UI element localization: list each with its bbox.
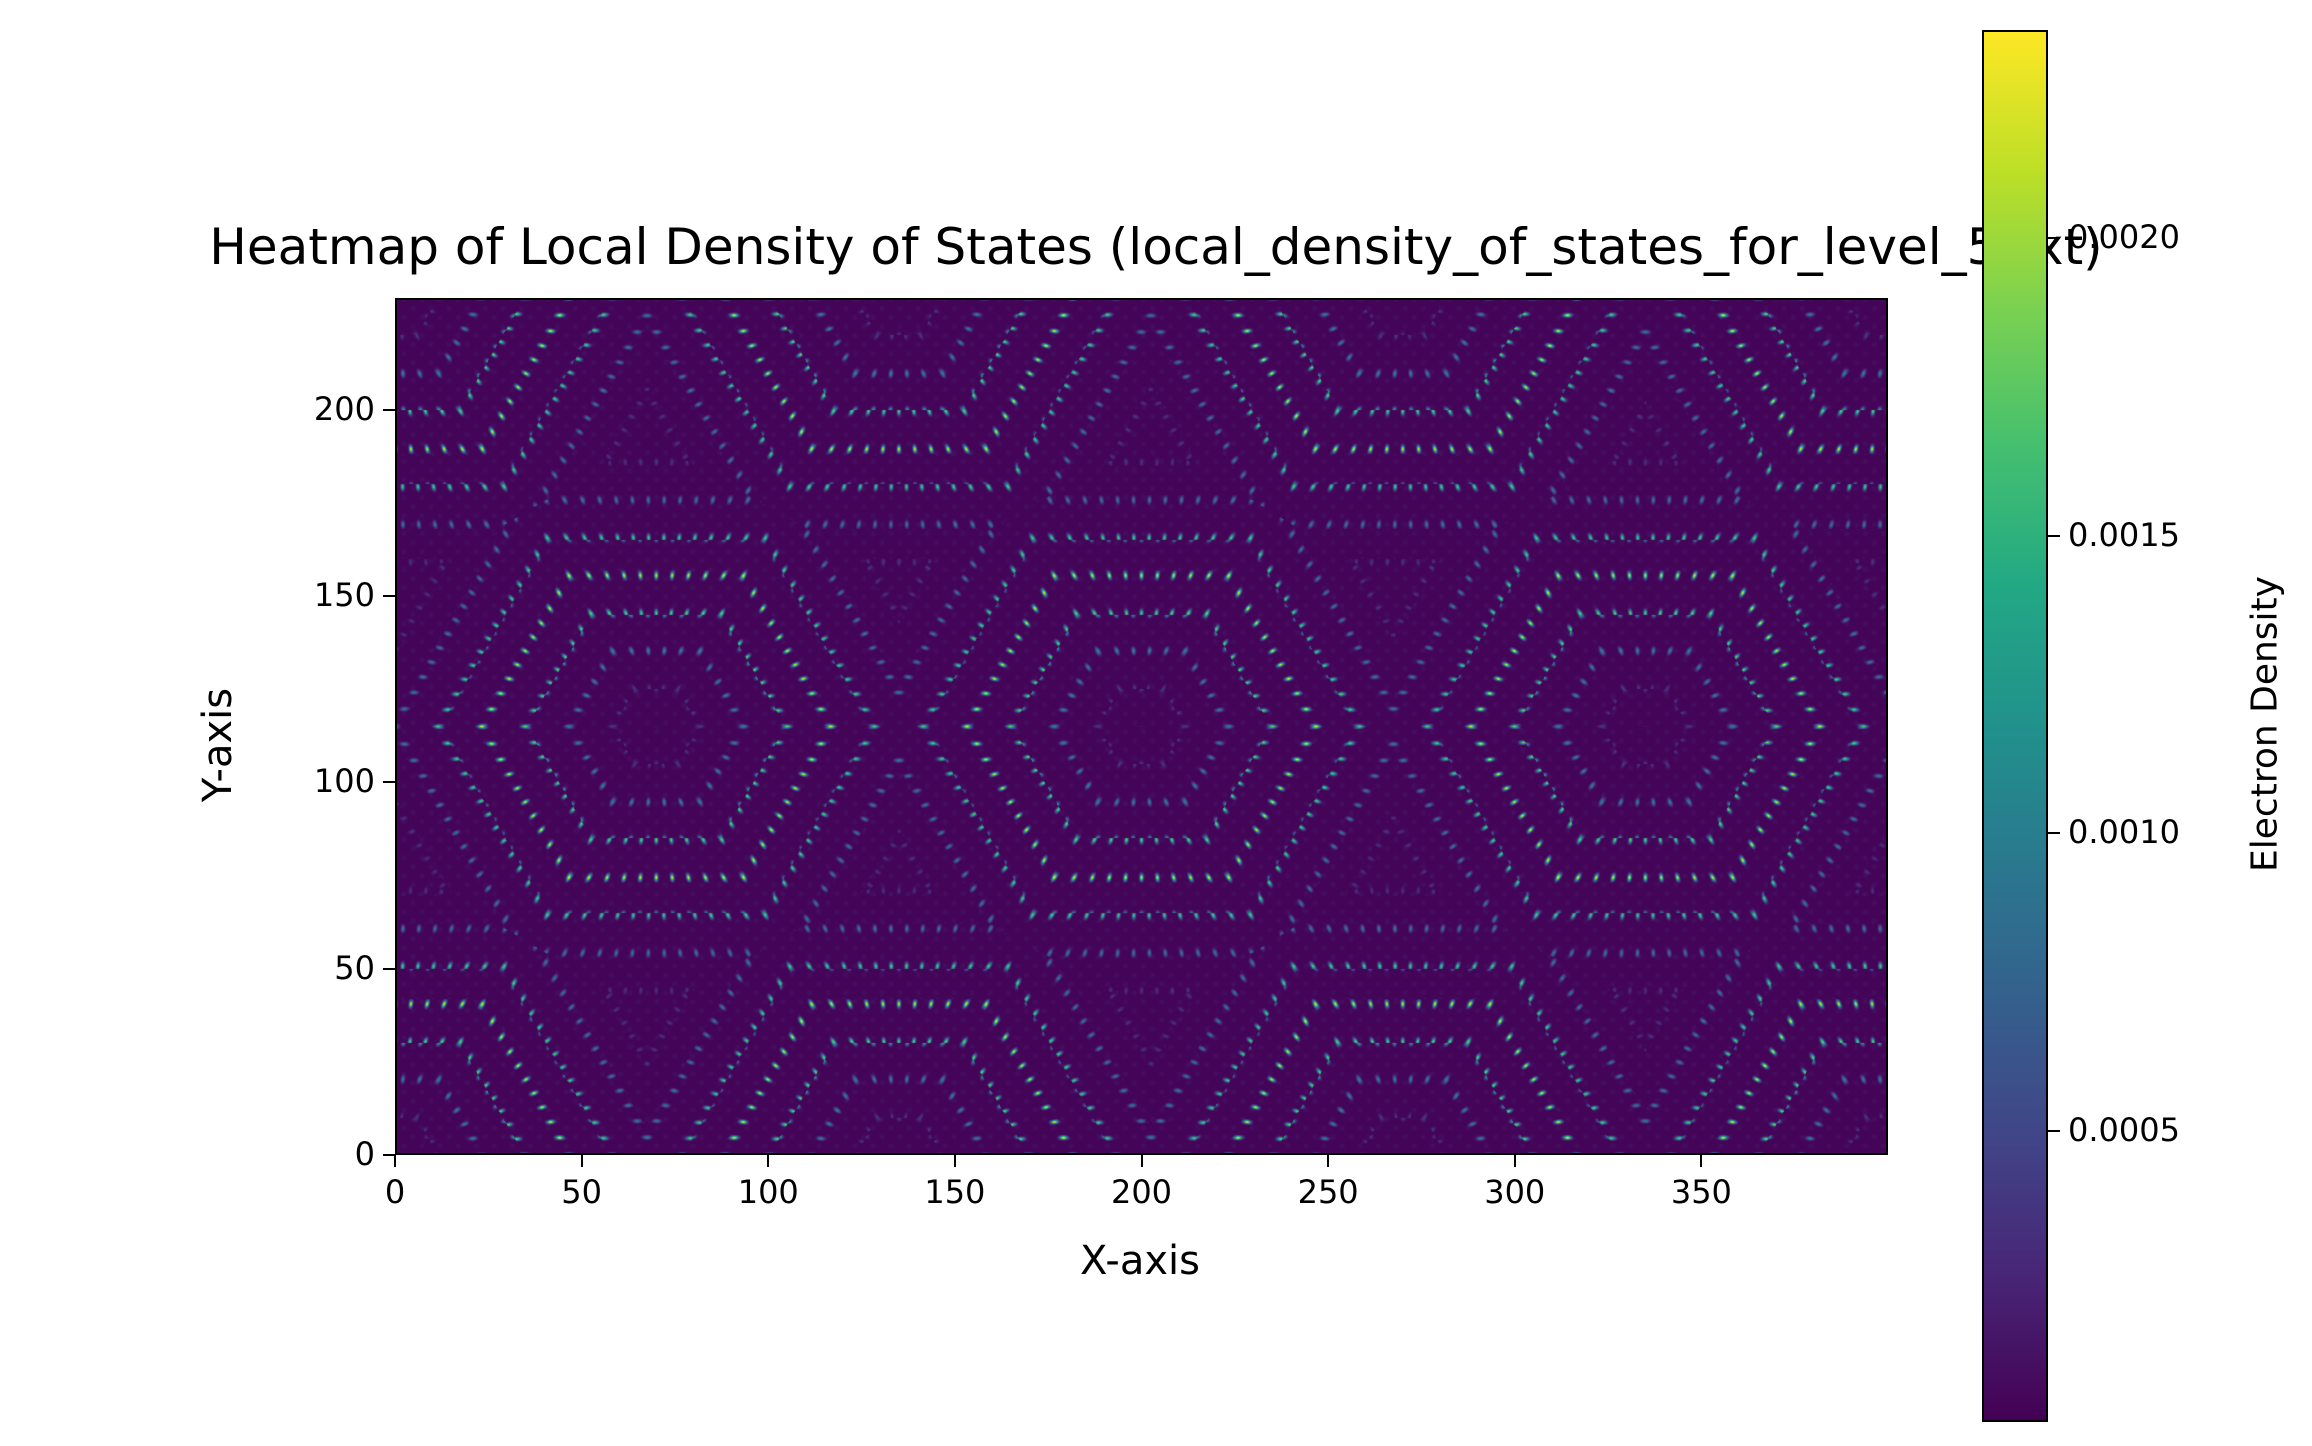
x-tick [394, 1155, 396, 1167]
x-tick-label: 300 [1484, 1173, 1546, 1211]
colorbar-tick-label: 0.0010 [2068, 813, 2180, 852]
x-tick [1700, 1155, 1703, 1167]
y-tick [383, 1154, 395, 1156]
y-tick-label: 100 [313, 762, 375, 801]
y-tick-label: 50 [334, 948, 375, 987]
heatmap-image [395, 298, 1888, 1155]
colorbar-tick-label: 0.0015 [2068, 515, 2180, 554]
colorbar-tick-label: 0.0005 [2068, 1110, 2180, 1149]
y-axis-label: Y-axis [195, 687, 241, 803]
x-tick-label: 50 [561, 1173, 602, 1211]
x-tick-label: 350 [1670, 1173, 1732, 1211]
x-tick [1513, 1155, 1516, 1167]
chart-title: Heatmap of Local Density of States (loca… [209, 218, 2103, 276]
colorbar-label: Electron Density [2244, 576, 2286, 872]
colorbar [1982, 30, 2048, 1422]
y-tick [383, 967, 395, 970]
colorbar-tick [2048, 237, 2060, 240]
y-tick-label: 0 [354, 1135, 375, 1173]
x-tick-label: 0 [384, 1173, 406, 1211]
y-tick-label: 150 [313, 576, 375, 615]
colorbar-tick [2048, 832, 2060, 835]
x-tick [1140, 1155, 1143, 1167]
colorbar-tick-label: 0.0020 [2068, 218, 2180, 257]
y-tick [383, 781, 395, 784]
y-tick [383, 408, 395, 411]
x-tick-label: 200 [1110, 1173, 1173, 1211]
x-tick [953, 1155, 956, 1167]
y-tick [383, 595, 395, 598]
x-tick [580, 1155, 583, 1167]
y-tick-label: 200 [313, 389, 375, 428]
x-axis-label: X-axis [1080, 1238, 1200, 1284]
x-tick-label: 100 [737, 1173, 799, 1211]
x-tick-label: 250 [1297, 1173, 1359, 1211]
colorbar-tick [2048, 534, 2060, 537]
x-tick [767, 1155, 770, 1167]
x-tick-label: 150 [924, 1173, 986, 1211]
x-tick [1327, 1155, 1330, 1167]
colorbar-tick [2048, 1129, 2060, 1132]
